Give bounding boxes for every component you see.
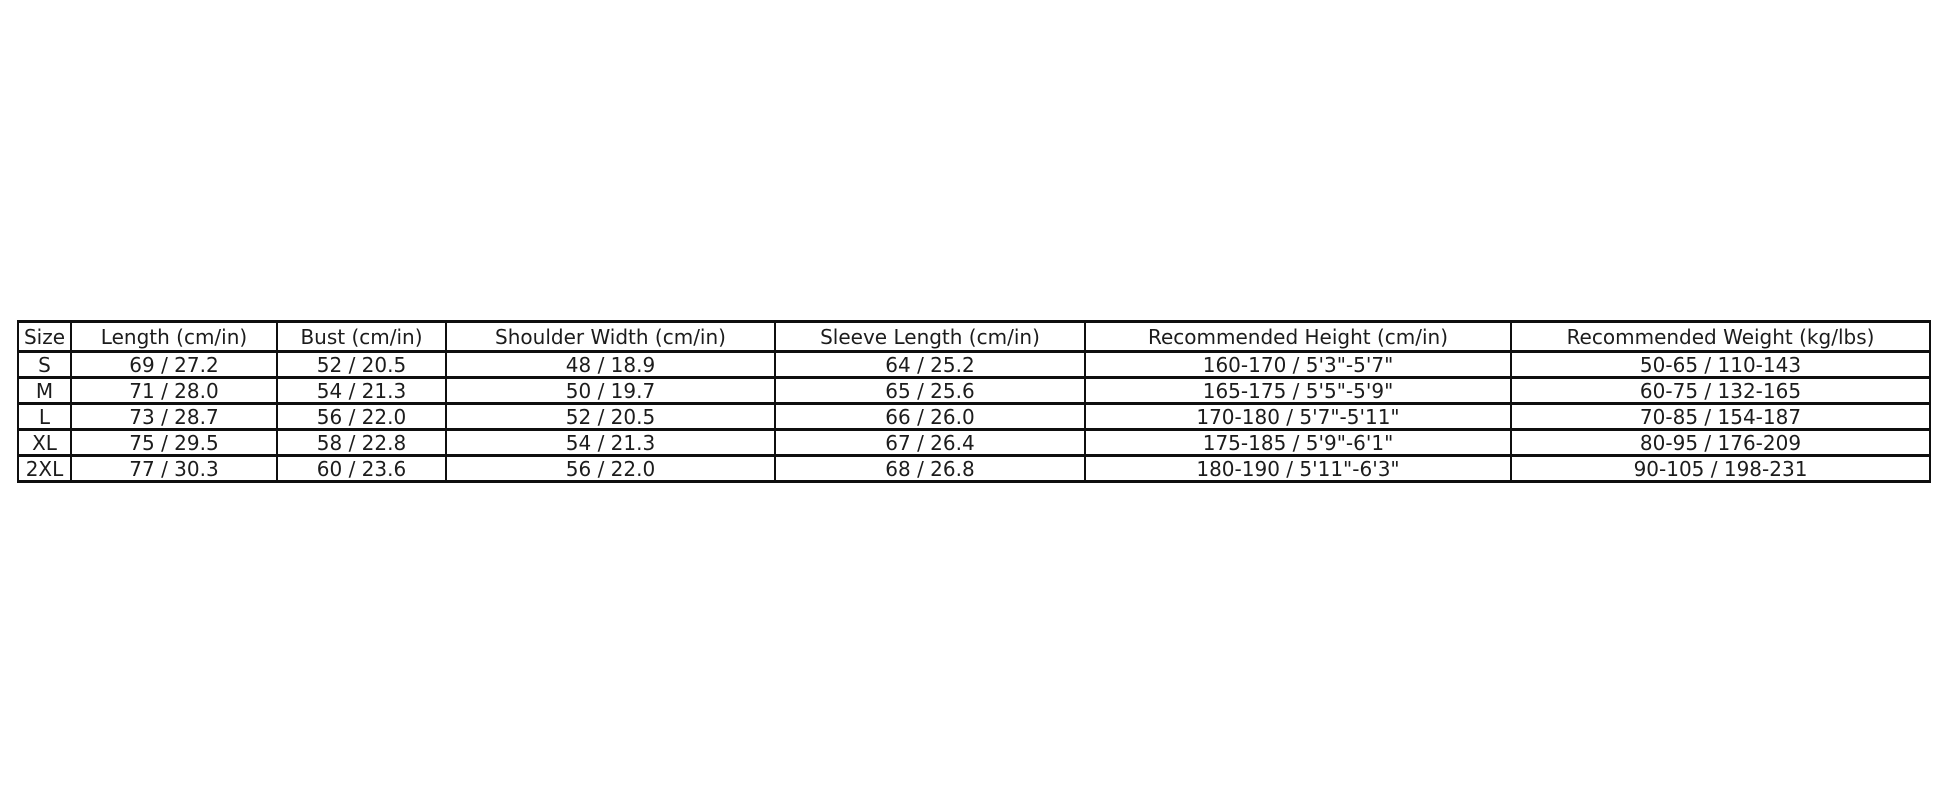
- bust-cell: 60 / 23.6: [276, 454, 447, 483]
- column-header-sleeve-length: Sleeve Length (cm/in): [774, 320, 1086, 353]
- shoulder-width-cell: 56 / 22.0: [445, 454, 776, 483]
- size-chart-table: Size Length (cm/in) Bust (cm/in) Shoulde…: [17, 320, 1931, 483]
- table-row-m: M 71 / 28.0 54 / 21.3 50 / 19.7 65 / 25.…: [17, 376, 1931, 405]
- column-header-length: Length (cm/in): [70, 320, 278, 353]
- column-header-size: Size: [17, 320, 72, 353]
- size-cell: L: [17, 402, 72, 431]
- column-header-recommended-height: Recommended Height (cm/in): [1084, 320, 1512, 353]
- header-row: Size Length (cm/in) Bust (cm/in) Shoulde…: [17, 320, 1931, 353]
- length-cell: 73 / 28.7: [70, 402, 278, 431]
- rec-height-cell: 170-180 / 5'7"-5'11": [1084, 402, 1512, 431]
- length-cell: 77 / 30.3: [70, 454, 278, 483]
- rec-weight-cell: 60-75 / 132-165: [1510, 376, 1931, 405]
- table-row-xl: XL 75 / 29.5 58 / 22.8 54 / 21.3 67 / 26…: [17, 428, 1931, 457]
- length-cell: 75 / 29.5: [70, 428, 278, 457]
- table-row-2xl: 2XL 77 / 30.3 60 / 23.6 56 / 22.0 68 / 2…: [17, 454, 1931, 483]
- rec-weight-cell: 80-95 / 176-209: [1510, 428, 1931, 457]
- column-header-shoulder-width: Shoulder Width (cm/in): [445, 320, 776, 353]
- column-header-recommended-weight: Recommended Weight (kg/lbs): [1510, 320, 1931, 353]
- rec-height-cell: 175-185 / 5'9"-6'1": [1084, 428, 1512, 457]
- column-header-bust: Bust (cm/in): [276, 320, 447, 353]
- table-row-l: L 73 / 28.7 56 / 22.0 52 / 20.5 66 / 26.…: [17, 402, 1931, 431]
- size-cell: 2XL: [17, 454, 72, 483]
- size-cell: XL: [17, 428, 72, 457]
- length-cell: 69 / 27.2: [70, 350, 278, 379]
- shoulder-width-cell: 50 / 19.7: [445, 376, 776, 405]
- shoulder-width-cell: 54 / 21.3: [445, 428, 776, 457]
- bust-cell: 56 / 22.0: [276, 402, 447, 431]
- rec-weight-cell: 50-65 / 110-143: [1510, 350, 1931, 379]
- shoulder-width-cell: 48 / 18.9: [445, 350, 776, 379]
- sleeve-length-cell: 67 / 26.4: [774, 428, 1086, 457]
- rec-height-cell: 160-170 / 5'3"-5'7": [1084, 350, 1512, 379]
- size-cell: M: [17, 376, 72, 405]
- rec-height-cell: 165-175 / 5'5"-5'9": [1084, 376, 1512, 405]
- sleeve-length-cell: 68 / 26.8: [774, 454, 1086, 483]
- rec-weight-cell: 70-85 / 154-187: [1510, 402, 1931, 431]
- bust-cell: 52 / 20.5: [276, 350, 447, 379]
- sleeve-length-cell: 64 / 25.2: [774, 350, 1086, 379]
- shoulder-width-cell: 52 / 20.5: [445, 402, 776, 431]
- length-cell: 71 / 28.0: [70, 376, 278, 405]
- rec-weight-cell: 90-105 / 198-231: [1510, 454, 1931, 483]
- bust-cell: 58 / 22.8: [276, 428, 447, 457]
- sleeve-length-cell: 66 / 26.0: [774, 402, 1086, 431]
- rec-height-cell: 180-190 / 5'11"-6'3": [1084, 454, 1512, 483]
- sleeve-length-cell: 65 / 25.6: [774, 376, 1086, 405]
- table-row-s: S 69 / 27.2 52 / 20.5 48 / 18.9 64 / 25.…: [17, 350, 1931, 379]
- bust-cell: 54 / 21.3: [276, 376, 447, 405]
- size-cell: S: [17, 350, 72, 379]
